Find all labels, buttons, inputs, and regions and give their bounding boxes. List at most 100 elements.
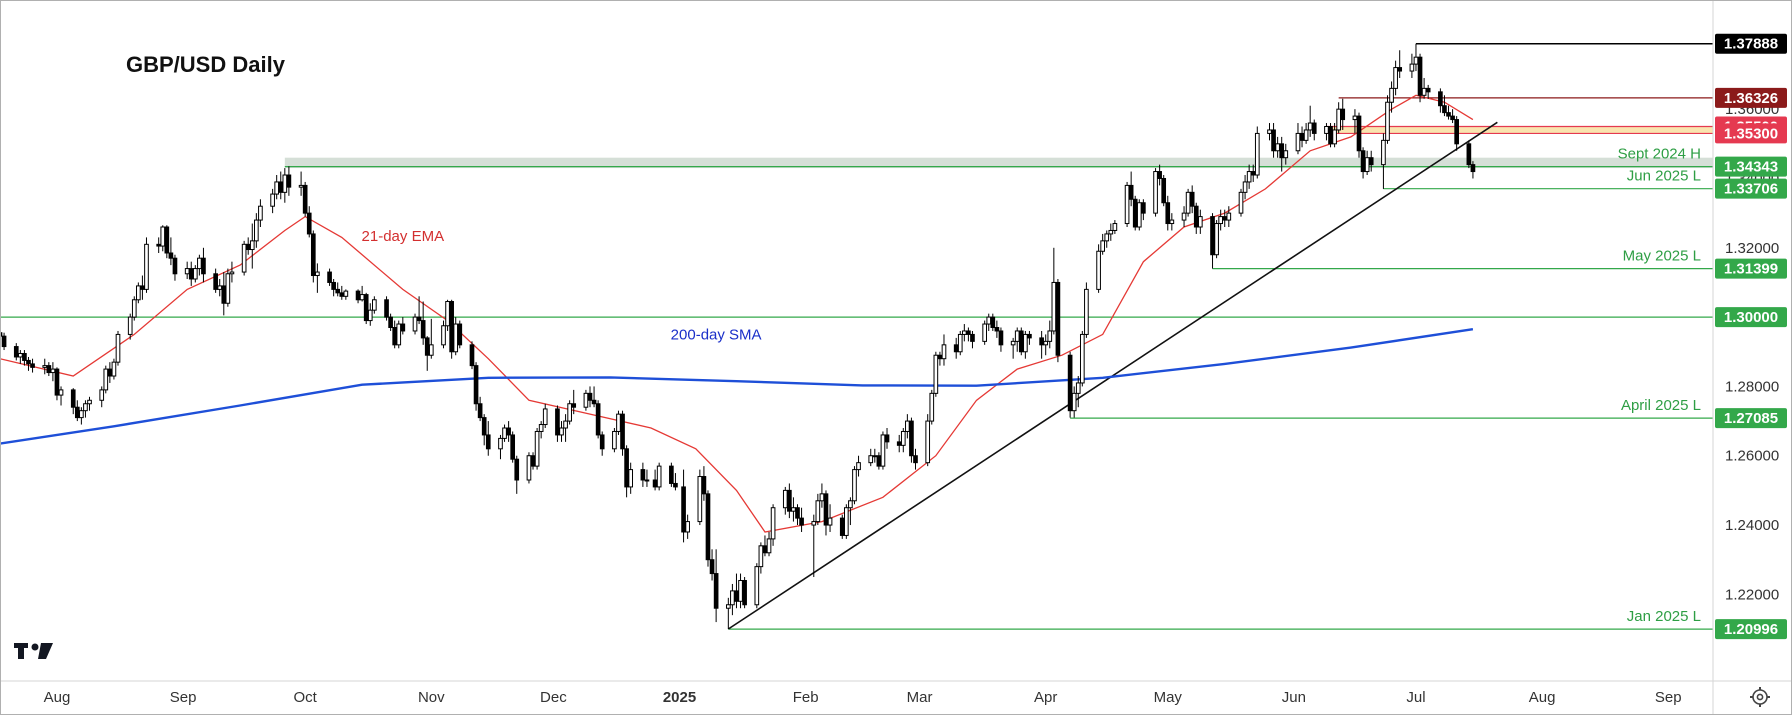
candle-106 [599, 431, 605, 456]
candle-192 [1104, 230, 1110, 248]
candle-20 [111, 358, 117, 380]
candle-168 [966, 327, 971, 342]
candle-56 [315, 263, 320, 293]
candle-170 [982, 320, 988, 345]
candle-14 [79, 407, 84, 425]
time-axis[interactable]: Aug Sep Oct Nov Dec 2025 Feb Mar Apr May Jun Jul Aug… [44, 689, 1682, 706]
candle-188 [1079, 330, 1085, 387]
level-annotation-5: Jun 2025 L [1627, 168, 1701, 185]
candle-96 [542, 403, 548, 429]
candle-79 [449, 299, 454, 359]
candle-181 [1043, 334, 1049, 356]
time-tick-4: Dec [540, 689, 567, 706]
candle-153 [880, 431, 886, 470]
candle-138 [795, 504, 800, 526]
candle-149 [856, 455, 861, 477]
level-label-7: 1.30000 [1715, 307, 1787, 328]
candle-84 [477, 396, 483, 422]
candle-16 [87, 396, 92, 411]
candle-207 [1189, 185, 1195, 214]
zone-1 [1326, 126, 1713, 134]
candle-191 [1100, 233, 1105, 255]
chart-title: GBP/USD Daily [126, 52, 286, 77]
candle-131 [758, 542, 764, 574]
candle-54 [306, 206, 312, 238]
candle-91 [514, 455, 520, 494]
level-label-3: 1.35300 [1715, 123, 1787, 144]
candle-251 [1442, 95, 1447, 117]
candle-196 [1128, 171, 1134, 207]
candle-186 [1071, 386, 1077, 418]
price-tick-5: 1.32000 [1725, 240, 1779, 257]
candle-164 [941, 334, 947, 366]
moving-averages-layer [0, 94, 1474, 533]
candle-195 [1124, 181, 1130, 227]
candle-256 [1470, 161, 1476, 179]
candle-203 [1165, 195, 1171, 231]
candle-113 [644, 469, 650, 487]
candle-59 [335, 282, 341, 297]
candle-242 [1389, 81, 1394, 113]
candle-86 [485, 421, 491, 456]
candle-41 [229, 261, 235, 283]
candle-74 [420, 301, 426, 345]
time-tick-1: Sep [170, 689, 197, 706]
candle-70 [396, 320, 402, 349]
candle-247 [1417, 53, 1423, 103]
candle-139 [799, 507, 804, 532]
candle-216 [1242, 175, 1248, 200]
candles-layer [0, 43, 1476, 630]
time-tick-2: Oct [293, 689, 317, 706]
candle-24 [136, 282, 141, 304]
candle-64 [363, 292, 369, 325]
ma-line-0[interactable] [0, 94, 1474, 533]
candle-120 [697, 469, 703, 526]
candle-11 [58, 386, 64, 406]
candle-47 [270, 188, 275, 214]
candle-71 [400, 317, 406, 335]
gear-icon[interactable] [1750, 687, 1770, 707]
level-label-6: 1.31399 [1715, 258, 1787, 279]
ma-line-1[interactable] [0, 328, 1474, 445]
candle-148 [852, 466, 857, 505]
zone-0 [284, 157, 1714, 169]
level-price-labels: 1.378881.363261.355001.353001.343431.337… [1715, 33, 1787, 640]
candle-77 [441, 320, 446, 349]
candle-2 [13, 343, 19, 361]
candle-174 [998, 327, 1004, 352]
candle-21 [115, 330, 121, 366]
candle-67 [384, 296, 389, 321]
level-label-8: 1.27085 [1715, 408, 1787, 429]
candle-194 [1112, 220, 1118, 234]
candle-5 [26, 356, 31, 371]
candle-205 [1181, 206, 1187, 227]
candle-124 [713, 549, 719, 623]
level-label-4: 1.34343 [1715, 156, 1787, 177]
candle-204 [1169, 213, 1175, 231]
candle-147 [848, 497, 853, 526]
candle-85 [481, 414, 487, 446]
candle-53 [302, 181, 308, 217]
svg-text:1.20996: 1.20996 [1724, 621, 1778, 638]
candle-243 [1393, 60, 1398, 96]
candle-217 [1246, 164, 1252, 189]
time-tick-9: May [1154, 689, 1183, 706]
candle-141 [815, 493, 821, 526]
candle-144 [827, 504, 833, 532]
candle-158 [909, 417, 914, 463]
time-tick-10: Jun [1282, 689, 1306, 706]
candle-229 [1311, 119, 1317, 141]
time-tick-0: Aug [44, 689, 71, 706]
candle-240 [1381, 133, 1386, 189]
time-tick-6: Feb [793, 689, 819, 706]
candle-95 [538, 421, 544, 439]
tradingview-logo-icon[interactable] [14, 643, 53, 659]
candle-104 [591, 386, 597, 408]
candle-101 [571, 389, 577, 415]
candle-200 [1153, 168, 1158, 217]
candle-99 [563, 414, 568, 442]
candle-111 [628, 462, 634, 494]
candle-26 [144, 237, 149, 293]
candle-129 [742, 577, 747, 609]
